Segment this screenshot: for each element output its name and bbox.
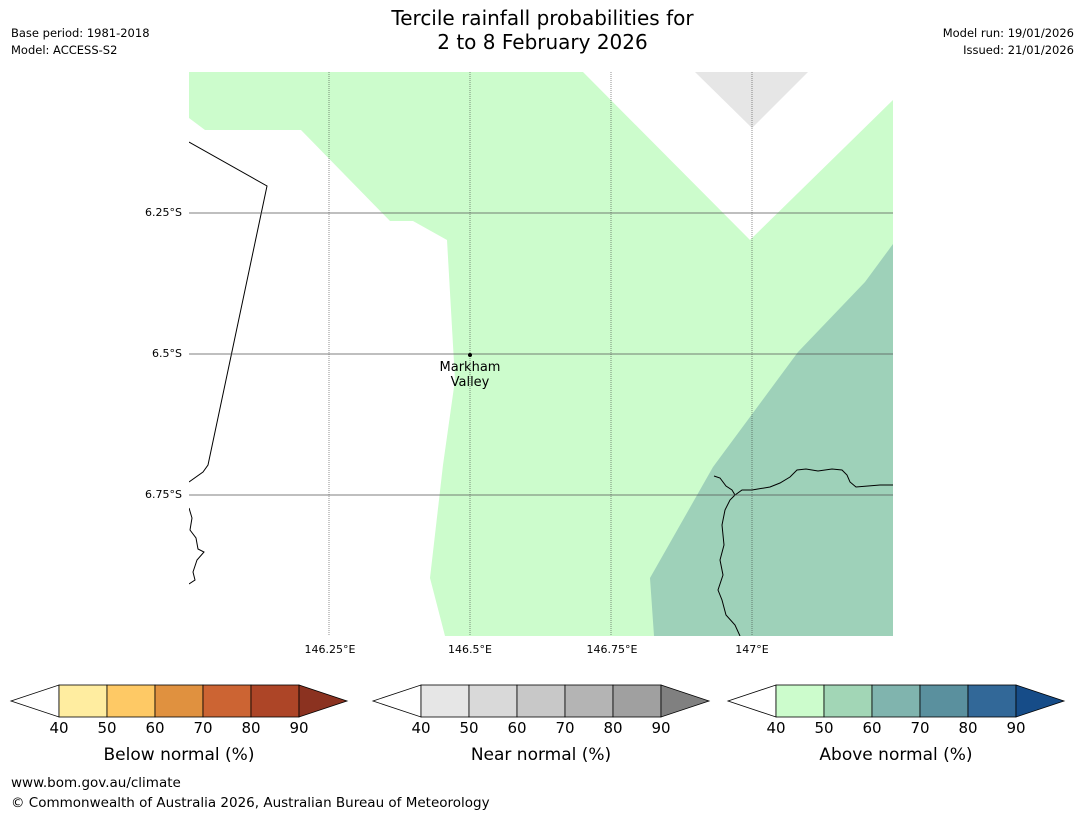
near-tick-label: 70 xyxy=(555,719,575,737)
above-colorbar-segment xyxy=(823,684,873,718)
above-tick-label: 90 xyxy=(1006,719,1026,737)
near-colorbar-segment xyxy=(468,684,518,718)
header-left-info: Base period: 1981-2018 Model: ACCESS-S2 xyxy=(11,25,150,59)
below-tick-label: 50 xyxy=(97,719,117,737)
below-normal-label: Below normal (%) xyxy=(103,745,255,765)
model-run: Model run: 19/01/2026 xyxy=(942,26,1074,40)
near-colorbar-segment xyxy=(564,684,614,718)
lat-label-6-5: 6.5°S xyxy=(152,347,182,360)
near-tick-label: 80 xyxy=(603,719,623,737)
colorbars xyxy=(9,684,1066,718)
below-tick-label: 70 xyxy=(193,719,213,737)
below-tick-label: 40 xyxy=(49,719,69,737)
above-tick-label: 80 xyxy=(958,719,978,737)
above-colorbar-segment xyxy=(871,684,921,718)
above-colorbar-segment xyxy=(919,684,969,718)
lon-label-146-5: 146.5°E xyxy=(448,643,492,656)
footer-copyright: © Commonwealth of Australia 2026, Austra… xyxy=(11,795,490,811)
near-normal-label: Near normal (%) xyxy=(470,745,612,765)
above-colorbar-segment xyxy=(775,684,825,718)
above-tick-label: 70 xyxy=(910,719,930,737)
near-colorbar-segment xyxy=(516,684,566,718)
near-tick-label: 50 xyxy=(459,719,479,737)
lat-label-6-25: 6.25°S xyxy=(145,206,182,219)
near-tick-label: 60 xyxy=(507,719,527,737)
map-title: Tercile rainfall probabilities for 2 to … xyxy=(0,6,1085,54)
above-colorbar-lower-extend xyxy=(726,684,777,718)
near-colorbar-segment xyxy=(612,684,662,718)
near-tick-label: 90 xyxy=(651,719,671,737)
near-normal-region xyxy=(695,72,808,128)
border-line xyxy=(189,141,268,483)
map-canvas xyxy=(189,72,893,636)
model-name: Model: ACCESS-S2 xyxy=(11,43,118,57)
below-colorbar-segment xyxy=(58,684,108,718)
coastline-west xyxy=(189,507,205,585)
below-colorbar-upper-extend xyxy=(298,684,349,718)
above-tick-label: 40 xyxy=(766,719,786,737)
header-right-info: Model run: 19/01/2026 Issued: 21/01/2026 xyxy=(943,25,1074,59)
colorbar-below-normal xyxy=(9,684,349,718)
lat-label-6-75: 6.75°S xyxy=(145,488,182,501)
near-tick-label: 40 xyxy=(411,719,431,737)
base-period: Base period: 1981-2018 xyxy=(11,26,150,40)
title-line-1: Tercile rainfall probabilities for xyxy=(391,6,694,30)
below-colorbar-segment xyxy=(154,684,204,718)
place-label-markham-valley: Markham Valley xyxy=(425,360,515,390)
near-colorbar-upper-extend xyxy=(660,684,711,718)
place-name-line-1: Markham xyxy=(439,360,501,375)
colorbar-near-normal xyxy=(371,684,711,718)
below-tick-label: 80 xyxy=(241,719,261,737)
below-tick-label: 90 xyxy=(289,719,309,737)
above-colorbar-upper-extend xyxy=(1015,684,1066,718)
lon-label-146-25: 146.25°E xyxy=(304,643,356,656)
below-colorbar-segment xyxy=(106,684,156,718)
near-colorbar-segment xyxy=(420,684,470,718)
title-line-2: 2 to 8 February 2026 xyxy=(437,30,648,54)
place-name-line-2: Valley xyxy=(450,375,490,390)
lon-label-146-75: 146.75°E xyxy=(586,643,638,656)
colorbar-above-normal xyxy=(726,684,1066,718)
river-line xyxy=(717,494,741,636)
above-tick-label: 60 xyxy=(862,719,882,737)
lon-label-147: 147°E xyxy=(735,643,769,656)
footer-url: www.bom.gov.au/climate xyxy=(11,775,181,791)
above-normal-region-50-60 xyxy=(650,244,893,636)
above-normal-label: Above normal (%) xyxy=(819,745,973,765)
above-colorbar-segment xyxy=(967,684,1017,718)
below-tick-label: 60 xyxy=(145,719,165,737)
coastline-gulf xyxy=(713,468,893,496)
above-tick-label: 50 xyxy=(814,719,834,737)
below-colorbar-segment xyxy=(250,684,300,718)
near-colorbar-lower-extend xyxy=(371,684,422,718)
below-colorbar-lower-extend xyxy=(9,684,60,718)
issued-date: Issued: 21/01/2026 xyxy=(963,43,1074,57)
below-colorbar-segment xyxy=(202,684,252,718)
markham-valley-marker xyxy=(468,353,472,357)
